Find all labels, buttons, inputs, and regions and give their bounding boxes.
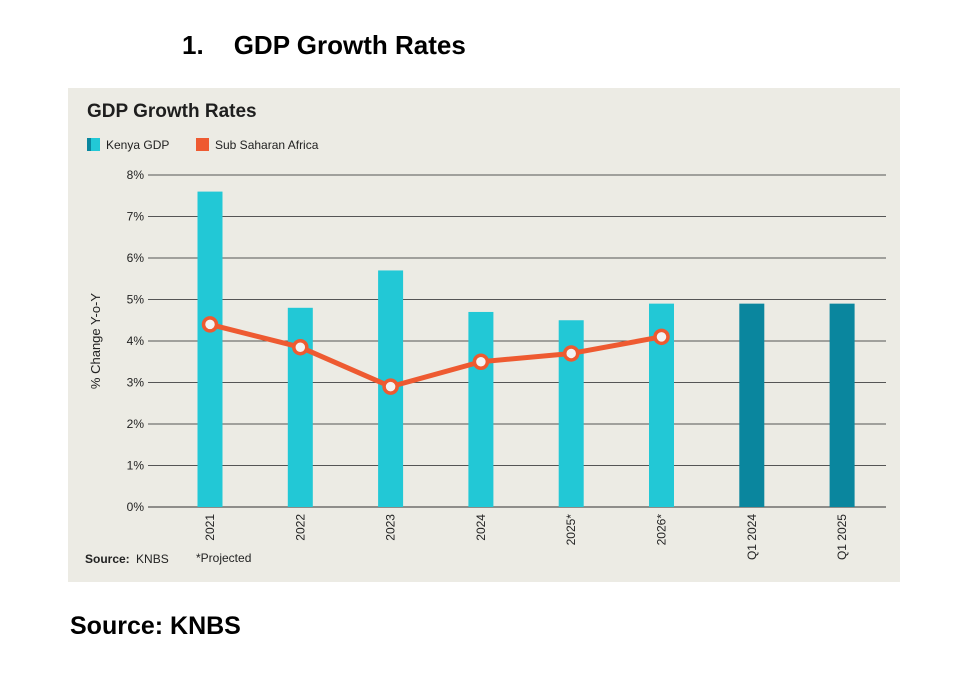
legend-label-kenya: Kenya GDP bbox=[106, 138, 169, 152]
source-caption: Source: KNBS bbox=[70, 612, 241, 640]
x-tick-label: Q1 2025 bbox=[835, 514, 849, 560]
bar-2021 bbox=[197, 191, 223, 507]
legend-swatch-ssa bbox=[196, 138, 209, 151]
section-number: 1. bbox=[182, 30, 204, 60]
y-tick-label: 1% bbox=[127, 459, 145, 473]
gdp-chart: GDP Growth Rates Kenya GDP Sub Saharan A… bbox=[85, 101, 886, 566]
bars bbox=[197, 191, 855, 507]
y-tick-label: 6% bbox=[127, 251, 145, 265]
y-tick-label: 5% bbox=[127, 293, 145, 307]
grid-lines bbox=[148, 174, 886, 508]
ssa-point bbox=[292, 338, 309, 356]
ssa-line bbox=[201, 316, 670, 395]
chart-footer: Source: KNBS *Projected bbox=[85, 551, 251, 566]
x-tick-label: 2022 bbox=[293, 514, 307, 541]
y-tick-label: 8% bbox=[127, 168, 145, 182]
section-heading: 1. GDP Growth Rates bbox=[182, 30, 466, 61]
footer-note: *Projected bbox=[196, 551, 251, 565]
y-tick-label: 7% bbox=[127, 210, 145, 224]
bar-2022 bbox=[287, 307, 313, 507]
legend-label-ssa: Sub Saharan Africa bbox=[215, 138, 319, 152]
footer-source-value: KNBS bbox=[136, 552, 169, 566]
ssa-point bbox=[382, 378, 399, 395]
footer-source: Source: KNBS bbox=[85, 552, 169, 566]
chart-title: GDP Growth Rates bbox=[87, 101, 257, 122]
x-tick-label: 2026* bbox=[655, 514, 669, 546]
legend-swatch-kenya-dark bbox=[87, 138, 91, 151]
x-tick-labels: 2021 2022 2023 2024 2025* 2026* Q1 2024 Q1 2025 bbox=[203, 514, 849, 560]
y-tick-labels: 0% 1% 2% 3% 4% 5% 6% 7% 8% bbox=[127, 168, 145, 514]
y-axis-label: % Change Y-o-Y bbox=[88, 293, 103, 389]
y-tick-label: 4% bbox=[127, 334, 145, 348]
x-tick-label: Q1 2024 bbox=[745, 514, 759, 560]
y-tick-label: 2% bbox=[127, 417, 145, 431]
ssa-point bbox=[472, 353, 490, 370]
chart-panel: GDP Growth Rates Kenya GDP Sub Saharan A… bbox=[68, 88, 900, 582]
bar-2024 bbox=[468, 311, 494, 507]
x-tick-label: 2023 bbox=[384, 514, 398, 541]
footer-source-label: Source: bbox=[85, 552, 130, 566]
x-tick-label: 2021 bbox=[203, 514, 217, 541]
bar-q1-2025 bbox=[829, 303, 855, 507]
ssa-line-path bbox=[209, 321, 662, 390]
y-tick-label: 0% bbox=[127, 500, 145, 514]
x-tick-label: 2025* bbox=[564, 514, 578, 546]
ssa-point bbox=[201, 316, 219, 333]
bar-q1-2024 bbox=[739, 303, 765, 507]
ssa-point bbox=[653, 328, 670, 346]
x-tick-label: 2024 bbox=[474, 514, 488, 541]
y-tick-label: 3% bbox=[127, 376, 145, 390]
ssa-point bbox=[562, 345, 580, 362]
section-title: GDP Growth Rates bbox=[233, 30, 466, 60]
legend: Kenya GDP Sub Saharan Africa bbox=[87, 138, 319, 152]
